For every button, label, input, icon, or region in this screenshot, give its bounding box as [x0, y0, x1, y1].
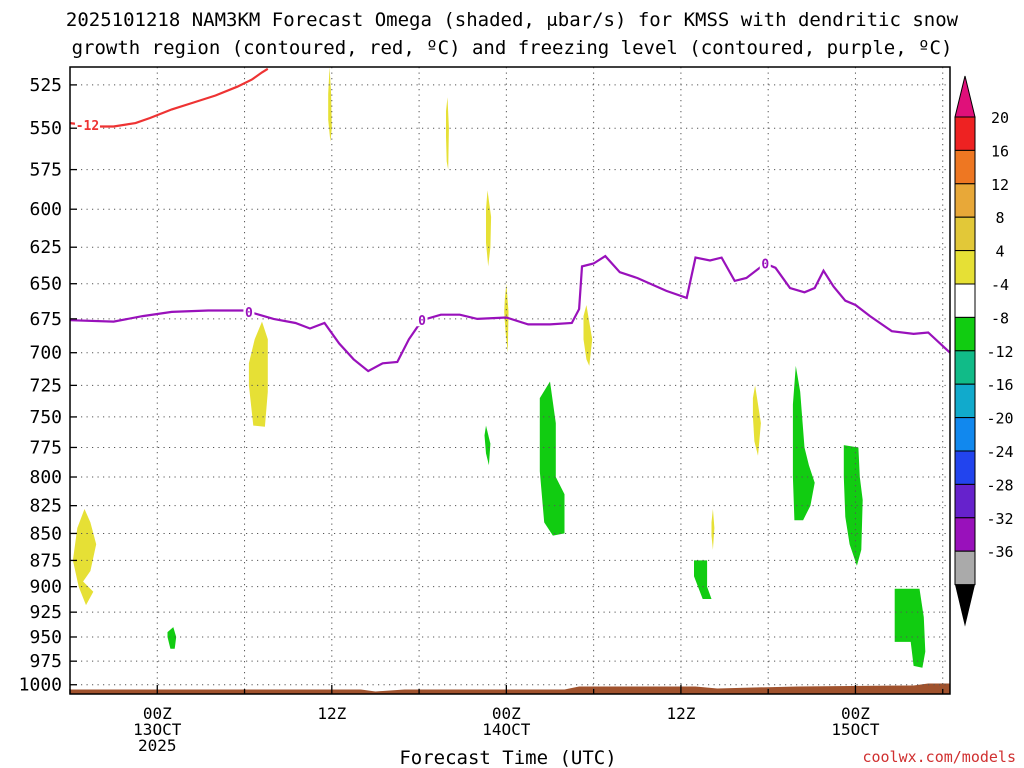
omega-shade-region-positive-2	[328, 67, 332, 142]
colorbar-label--20: -20	[986, 410, 1013, 428]
y-tick-label-825: 825	[29, 496, 62, 517]
colorbar-label-8: 8	[995, 209, 1004, 227]
colorbar-label--16: -16	[986, 376, 1013, 394]
omega-shade-region-negative-10	[539, 381, 565, 536]
colorbar-swatch-12	[954, 183, 976, 218]
omega-shading-layer	[72, 67, 926, 668]
chart-title-line-2: growth region (contoured, red, ºC) and f…	[72, 37, 953, 59]
y-tick-label-775: 775	[29, 437, 62, 458]
x-tick-label-0h-line2: 13OCT	[133, 720, 182, 739]
freezing-level-contour-label: 0	[418, 314, 426, 329]
plot-frame	[69, 66, 951, 695]
y-tick-label-550: 550	[29, 118, 62, 139]
x-tick-label-0h-line3: 2025	[138, 736, 177, 755]
colorbar-swatch--4	[954, 283, 976, 318]
x-tick-label-24h-line1: 00Z	[492, 704, 521, 723]
colorbar-swatch--24	[954, 450, 976, 485]
colorbar-swatch-20	[954, 116, 976, 151]
chart-title-line-1: 2025101218 NAM3KM Forecast Omega (shaded…	[66, 9, 959, 31]
omega-shade-region-negative-13	[792, 365, 815, 521]
omega-shade-region-negative-9	[484, 425, 491, 466]
y-tick-label-800: 800	[29, 467, 62, 488]
contour-layer: 0 0 0 -12	[69, 67, 951, 373]
y-axis: 525 550 575 600 625 650 675 700 725 750 775 800 825 8…	[19, 75, 77, 696]
colorbar-label--4: -4	[991, 276, 1009, 294]
y-tick-label-750: 750	[29, 407, 62, 428]
omega-shade-region-positive-1	[248, 321, 268, 427]
terrain-ground	[70, 683, 950, 694]
colorbar-label--36: -36	[986, 543, 1013, 561]
x-tick-label-36h-line1: 12Z	[666, 704, 695, 723]
dgz-contour	[69, 67, 269, 128]
colorbar-swatch-16	[954, 149, 976, 185]
omega-shade-region-positive-8	[711, 509, 715, 550]
x-tick-label-0h-line1: 00Z	[143, 704, 172, 723]
colorbar-label-4: 4	[995, 243, 1004, 261]
colorbar-top-arrow	[954, 75, 976, 118]
omega-shade-region-positive-4	[486, 190, 492, 267]
y-tick-label-600: 600	[29, 199, 62, 220]
colorbar-swatch--28	[954, 483, 976, 519]
colorbar-swatch--32	[954, 517, 976, 552]
omega-shade-region-positive-7	[752, 385, 761, 456]
colorbar-swatch-4	[954, 250, 976, 285]
omega-shade-region-negative-12	[694, 560, 712, 599]
freezing-level-contour-label-bg	[416, 313, 428, 327]
y-tick-label-650: 650	[29, 274, 62, 295]
y-tick-label-900: 900	[29, 577, 62, 598]
y-tick-label-700: 700	[29, 343, 62, 364]
y-tick-label-675: 675	[29, 309, 62, 330]
y-tick-label-925: 925	[29, 602, 62, 623]
y-tick-label-725: 725	[29, 375, 62, 396]
x-tick-label-24h-line2: 14OCT	[482, 720, 531, 739]
y-tick-label-875: 875	[29, 550, 62, 571]
colorbar-swatch--16	[954, 383, 976, 419]
colorbar-bottom-arrow	[955, 584, 975, 627]
colorbar-label-16: 16	[991, 142, 1009, 160]
plot-background	[70, 67, 950, 694]
freezing-level-contour-label-bg	[243, 304, 255, 318]
colorbar-swatch--36	[954, 550, 976, 586]
x-tick-label-12h-line1: 12Z	[317, 704, 346, 723]
terrain-layer	[70, 683, 950, 694]
colorbar-label--8: -8	[991, 309, 1009, 327]
omega-shade-region-positive-6	[583, 305, 593, 366]
omega-shade-region-negative-15	[894, 588, 926, 668]
omega-shade-region-negative-11	[167, 627, 177, 649]
freezing-level-contour	[69, 254, 951, 373]
colorbar-legend: 20 16 12 8 4 -4 -8 -12 -16 -20 -24 -28 -32 -36	[954, 75, 1014, 627]
colorbar-label--32: -32	[986, 510, 1013, 528]
colorbar-swatch-8	[954, 216, 976, 252]
freezing-level-contour-label-bg	[759, 256, 771, 270]
y-tick-label-950: 950	[29, 627, 62, 648]
colorbar-swatch--8	[954, 316, 976, 352]
colorbar-label--28: -28	[986, 476, 1013, 494]
colorbar-label-12: 12	[991, 176, 1009, 194]
colorbar-swatch--20	[954, 417, 976, 452]
y-tick-label-1000: 1000	[19, 675, 62, 696]
dgz-contour-label-bg	[74, 118, 100, 132]
omega-shade-region-positive-3	[446, 97, 449, 170]
freezing-level-contour-label: 0	[761, 257, 769, 272]
x-tick-label-48h-line2: 15OCT	[831, 720, 880, 739]
y-tick-label-525: 525	[29, 75, 62, 96]
x-axis-title: Forecast Time (UTC)	[399, 747, 616, 768]
colorbar-label--12: -12	[986, 343, 1013, 361]
colorbar-label--24: -24	[986, 443, 1013, 461]
y-tick-label-850: 850	[29, 523, 62, 544]
freezing-level-contour-label: 0	[245, 306, 253, 321]
colorbar-swatch--12	[954, 350, 976, 385]
dgz-contour-label: -12	[76, 119, 99, 134]
x-tick-label-48h-line1: 00Z	[841, 704, 870, 723]
y-tick-label-575: 575	[29, 160, 62, 181]
watermark[interactable]: coolwx.com/models	[862, 748, 1016, 766]
colorbar-label-20: 20	[991, 109, 1009, 127]
omega-shade-region-positive-0	[72, 509, 97, 606]
y-tick-label-625: 625	[29, 237, 62, 258]
y-tick-label-975: 975	[29, 651, 62, 672]
omega-shade-region-negative-14	[843, 445, 863, 566]
